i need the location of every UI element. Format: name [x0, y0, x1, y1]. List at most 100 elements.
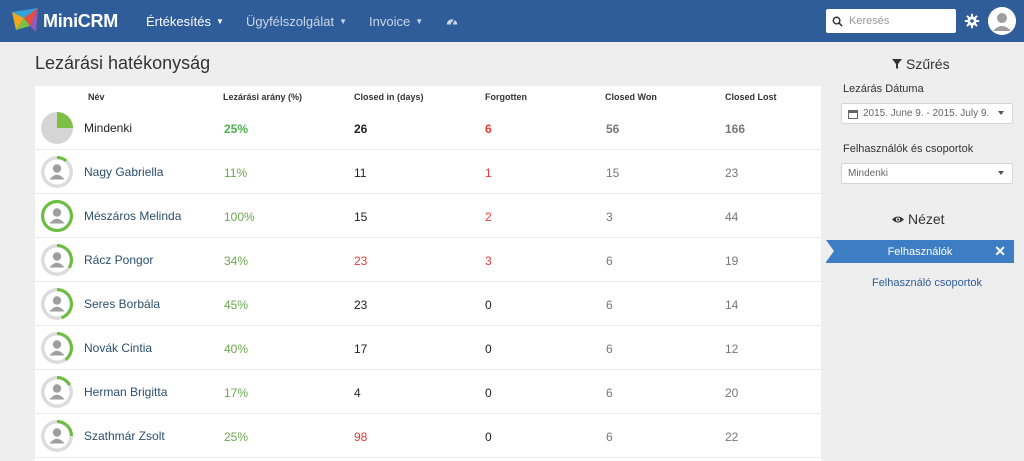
row-closed-won: 15: [606, 166, 620, 180]
user-avatar-progress: [41, 156, 73, 188]
row-forgotten: 2: [485, 210, 492, 224]
row-closed-in: 11: [354, 166, 367, 180]
date-label: Lezárás Dátuma: [843, 83, 924, 95]
row-closed-won: 6: [606, 430, 613, 444]
user-avatar-progress: [41, 244, 73, 276]
view-tab-label: Felhasználók: [887, 245, 953, 258]
row-closed-in: 23: [354, 254, 368, 268]
row-closed-in: 23: [354, 298, 368, 312]
table-row[interactable]: Novák Cintia 40% 17 0 6 12: [35, 326, 821, 370]
dashboard-icon: [446, 18, 458, 25]
nav-ertekesites[interactable]: Értékesítés ▼: [146, 14, 224, 29]
row-closed-in: 17: [354, 342, 368, 356]
user-avatar[interactable]: [988, 7, 1016, 35]
col-closed-won[interactable]: Closed Won: [605, 92, 657, 102]
row-closed-in: 26: [354, 122, 368, 136]
date-range-select[interactable]: 2015. June 9. - 2015. July 9.: [841, 103, 1013, 124]
nav-label: Ügyfélszolgálat: [245, 13, 335, 29]
row-rate: 100%: [224, 210, 255, 224]
row-name[interactable]: Rácz Pongor: [84, 253, 154, 267]
row-forgotten: 0: [485, 342, 492, 356]
table-row[interactable]: Rácz Pongor 34% 23 3 6 19: [35, 238, 821, 282]
row-rate: 34%: [224, 254, 249, 268]
row-forgotten: 1: [485, 166, 492, 180]
row-closed-lost: 23: [725, 166, 739, 180]
user-icon: [988, 7, 1016, 35]
efficiency-table: Név Lezárási arány (%) Closed in (days) …: [35, 86, 821, 461]
table-row[interactable]: Seres Borbála 45% 23 0 6 14: [35, 282, 821, 326]
nav-invoice[interactable]: Invoice ▼: [369, 14, 423, 29]
col-rate[interactable]: Lezárási arány (%): [223, 92, 303, 102]
search-box[interactable]: [826, 9, 956, 33]
date-range-value: 2015. June 9. - 2015. July 9.: [863, 108, 990, 119]
col-closed-lost[interactable]: Closed Lost: [725, 92, 777, 102]
row-name[interactable]: Szathmár Zsolt: [84, 429, 165, 443]
row-rate: 17%: [224, 386, 249, 400]
users-select[interactable]: Mindenki: [841, 163, 1013, 184]
row-closed-won: 6: [606, 298, 613, 312]
filter-icon: [892, 59, 902, 69]
row-rate: 25%: [224, 430, 249, 444]
row-closed-lost: 44: [725, 210, 739, 224]
row-name[interactable]: Herman Brigitta: [84, 385, 168, 399]
row-closed-won: 6: [606, 254, 613, 268]
view-heading: Nézet: [892, 211, 945, 227]
table-header: Név Lezárási arány (%) Closed in (days) …: [35, 86, 821, 106]
row-closed-won: 3: [606, 210, 613, 224]
row-closed-lost: 12: [725, 342, 739, 356]
filter-heading: Szűrés: [892, 56, 950, 72]
search-input[interactable]: [849, 15, 949, 27]
nav-dashboard[interactable]: [445, 14, 459, 28]
user-avatar-progress: [41, 420, 73, 452]
nav-label: Invoice: [369, 13, 411, 29]
table-row[interactable]: Herman Brigitta 17% 4 0 6 20: [35, 370, 821, 414]
filter-title: Szűrés: [906, 56, 950, 72]
view-tab-users[interactable]: Felhasználók ✕: [826, 240, 1014, 263]
row-forgotten: 6: [485, 122, 492, 136]
nav-ugyfelszolgalat[interactable]: Ügyfélszolgálat ▼: [246, 14, 347, 29]
row-forgotten: 0: [485, 386, 492, 400]
row-rate: 45%: [224, 298, 249, 312]
logo[interactable]: MiniCRM: [10, 6, 130, 36]
row-closed-lost: 19: [725, 254, 739, 268]
row-closed-in: 15: [354, 210, 368, 224]
row-closed-in: 4: [354, 386, 361, 400]
row-name[interactable]: Novák Cintia: [84, 341, 153, 355]
table-row[interactable]: Szathmár Zsolt 25% 98 0 6 22: [35, 414, 821, 458]
table-row[interactable]: Mészáros Melinda 100% 15 2 3 44: [35, 194, 821, 238]
caret-down-icon: ▼: [339, 16, 348, 26]
nav-label: Értékesítés: [146, 13, 212, 29]
dropdown-caret-icon: [998, 171, 1004, 175]
row-forgotten: 3: [485, 254, 492, 268]
row-name: Mindenki: [84, 121, 133, 135]
col-closed-in[interactable]: Closed in (days): [354, 92, 424, 102]
col-forgotten[interactable]: Forgotten: [485, 92, 527, 102]
close-icon[interactable]: ✕: [994, 243, 1006, 259]
row-name[interactable]: Mészáros Melinda: [84, 209, 182, 223]
row-closed-won: 6: [606, 386, 613, 400]
row-closed-in: 98: [354, 430, 368, 444]
eye-icon: [892, 216, 904, 222]
view-tab-user-groups[interactable]: Felhasználó csoportok: [871, 277, 983, 289]
users-value: Mindenki: [848, 168, 889, 179]
row-name[interactable]: Nagy Gabriella: [84, 165, 164, 179]
row-rate: 11%: [224, 166, 248, 180]
user-avatar-progress: [41, 200, 73, 232]
gear-icon[interactable]: [964, 13, 980, 29]
row-rate: 25%: [224, 122, 249, 136]
caret-down-icon: ▼: [216, 16, 224, 26]
dropdown-caret-icon: [998, 111, 1004, 115]
table-row[interactable]: Nagy Gabriella 11% 11 1 15 23: [35, 150, 821, 194]
row-name[interactable]: Seres Borbála: [84, 297, 161, 311]
col-name[interactable]: Név: [88, 92, 105, 102]
row-closed-lost: 166: [725, 122, 746, 136]
pie-chart-icon: [41, 112, 73, 144]
table-row[interactable]: Mindenki 25% 26 6 56 166: [35, 106, 821, 150]
view-title: Nézet: [908, 211, 945, 227]
page-title: Lezárási hatékonyság: [35, 53, 211, 73]
user-avatar-progress: [41, 332, 73, 364]
users-label: Felhasználók és csoportok: [843, 143, 974, 155]
row-forgotten: 0: [485, 430, 492, 444]
logo-text: MiniCRM: [43, 10, 118, 31]
search-icon: [832, 16, 843, 27]
